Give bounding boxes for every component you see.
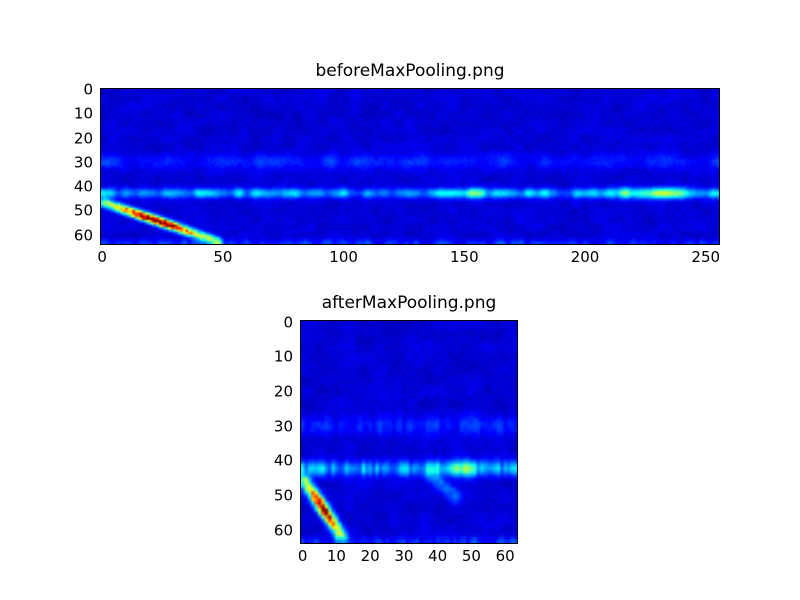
y-tick-label: 40 (273, 451, 293, 470)
y-tick-label: 20 (73, 129, 93, 148)
y-tick-label: 60 (273, 521, 293, 540)
y-tick-label: 30 (73, 153, 93, 172)
x-tick-label: 0 (297, 547, 308, 565)
x-tick-label: 40 (428, 547, 448, 565)
x-tick-label: 50 (213, 248, 233, 266)
y-tick-label: 0 (83, 80, 93, 99)
x-tick-label: 60 (495, 547, 515, 565)
y-tick-label: 10 (73, 104, 93, 123)
x-tick-label: 250 (691, 248, 721, 266)
y-tick-label: 60 (73, 226, 93, 245)
chart-after-heatmap-image (301, 321, 517, 543)
y-tick-label: 50 (273, 486, 293, 505)
x-tick-label: 20 (360, 547, 380, 565)
x-tick-label: 50 (461, 547, 481, 565)
x-tick-label: 30 (394, 547, 414, 565)
y-tick-label: 40 (73, 177, 93, 196)
chart-before-title: beforeMaxPooling.png (315, 61, 505, 82)
y-tick-label: 0 (283, 313, 293, 332)
x-tick-label: 150 (449, 248, 479, 266)
x-tick-label: 10 (326, 547, 346, 565)
x-tick-label: 0 (97, 248, 107, 266)
x-tick-label: 200 (570, 248, 600, 266)
chart-before-heatmap-image (101, 89, 719, 244)
x-tick-label: 100 (329, 248, 358, 266)
y-tick-label: 10 (273, 347, 293, 366)
chart-after-axes: afterMaxPooling.png 0 10 20 30 40 50 60 0 10 20 30… (274, 294, 518, 564)
y-tick-label: 30 (273, 417, 293, 436)
chart-after-title: afterMaxPooling.png (321, 293, 497, 314)
chart-before-axes: beforeMaxPooling.png 0 50 100 150 200 250 0 10 2… (74, 62, 720, 264)
y-tick-label: 20 (273, 382, 293, 401)
y-tick-label: 50 (73, 201, 93, 220)
